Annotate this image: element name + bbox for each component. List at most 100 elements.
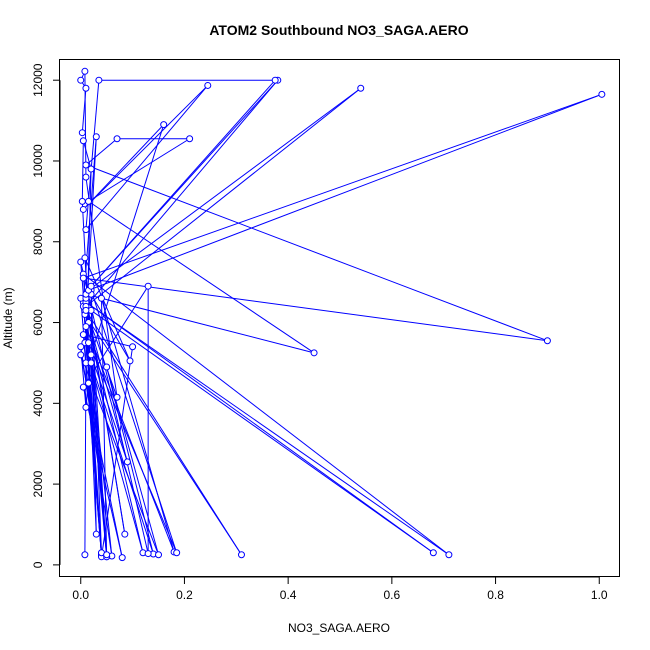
data-point	[310, 349, 318, 357]
data-point	[97, 294, 105, 302]
series-line-segment	[85, 310, 128, 463]
data-point	[82, 403, 90, 411]
y-tick-label: 4000	[31, 390, 45, 417]
y-tick-label: 0	[31, 561, 45, 568]
series-line-segment	[82, 85, 209, 210]
data-point	[429, 549, 437, 557]
data-point	[79, 205, 87, 213]
data-point	[85, 379, 93, 387]
data-point	[129, 343, 137, 351]
data-point	[204, 81, 212, 89]
data-point	[85, 197, 93, 205]
data-point	[144, 282, 152, 290]
series-line-segment	[84, 362, 87, 555]
y-axis: 0 2000 4000 6000 8000 10000 12000	[31, 63, 61, 568]
data-point	[357, 84, 365, 92]
series-line-segment	[80, 354, 159, 555]
data-point	[103, 551, 111, 559]
data-point	[103, 363, 111, 371]
data-point	[82, 84, 90, 92]
series-line-segment	[85, 87, 362, 307]
series-line-segment	[90, 310, 434, 554]
series-line-segment	[90, 294, 131, 362]
data-point	[79, 383, 87, 391]
data-point	[92, 133, 100, 141]
series-line-segment	[101, 298, 175, 553]
series-line-segment	[83, 277, 548, 342]
series-line-segment	[88, 138, 190, 202]
data-point	[82, 323, 90, 331]
data-point	[598, 90, 606, 98]
x-axis-title: NO3_SAGA.AERO	[288, 621, 390, 635]
series-line-segment	[90, 354, 128, 463]
series-line-segment	[80, 297, 434, 554]
data-point	[77, 351, 85, 359]
series-line-segment	[85, 164, 548, 342]
data-point	[77, 258, 85, 266]
data-point	[79, 137, 87, 145]
series-line-segment	[85, 85, 209, 230]
data-point	[118, 554, 126, 562]
data-point	[87, 359, 95, 367]
data-point	[144, 550, 152, 558]
series-line-segment	[81, 140, 84, 202]
series-line-segment	[88, 87, 362, 291]
data-point	[271, 76, 279, 84]
data-point	[155, 551, 163, 559]
data-point	[79, 331, 87, 339]
y-tick-label: 2000	[31, 470, 45, 497]
series-line-segment	[88, 342, 178, 553]
series-line-segment	[82, 140, 92, 170]
data-point	[237, 551, 245, 559]
x-tick-label: 1.0	[591, 588, 608, 602]
series-line-segment	[88, 93, 603, 291]
data-point	[78, 197, 86, 205]
data-point	[95, 76, 103, 84]
data-point	[121, 530, 129, 538]
data-point	[186, 135, 194, 143]
data-point	[77, 343, 85, 351]
data-point	[81, 254, 89, 262]
chart-title: ATOM2 Southbound NO3_SAGA.AERO	[209, 22, 468, 38]
series-layer	[77, 67, 606, 562]
data-point	[81, 551, 89, 559]
data-point	[445, 551, 453, 559]
x-tick-label: 0.0	[72, 588, 89, 602]
series-line-segment	[83, 273, 450, 556]
series-line-segment	[90, 124, 165, 356]
series-line-segment	[85, 301, 450, 556]
data-point	[81, 67, 89, 75]
y-tick-label: 10000	[31, 144, 45, 178]
series-line-segment	[85, 138, 118, 166]
x-tick-label: 0.2	[176, 588, 193, 602]
data-point	[543, 337, 551, 345]
x-tick-label: 0.8	[487, 588, 504, 602]
data-point	[87, 351, 95, 359]
series-line-segment	[83, 93, 603, 279]
y-tick-label: 8000	[31, 228, 45, 255]
y-axis-title: Altitude (m)	[1, 287, 15, 348]
data-point	[82, 161, 90, 169]
series-line-segment	[100, 346, 134, 557]
data-point	[92, 530, 100, 538]
series-line-segment	[88, 200, 315, 354]
data-point	[123, 458, 131, 466]
series-line-segment	[82, 124, 165, 210]
data-point	[77, 76, 85, 84]
y-tick-label: 6000	[31, 309, 45, 336]
data-point	[85, 339, 93, 347]
x-axis: 0.0 0.2 0.4 0.6 0.8 1.0	[72, 576, 608, 602]
data-point	[82, 306, 90, 314]
data-point	[126, 357, 134, 365]
data-point	[87, 282, 95, 290]
x-tick-label: 0.6	[384, 588, 401, 602]
series-line-segment	[85, 310, 118, 398]
data-point	[82, 173, 90, 181]
series-line-segment	[90, 290, 178, 553]
data-point	[78, 129, 86, 137]
series-line-segment	[100, 298, 108, 557]
y-tick-label: 12000	[31, 63, 45, 97]
data-point	[173, 549, 181, 557]
